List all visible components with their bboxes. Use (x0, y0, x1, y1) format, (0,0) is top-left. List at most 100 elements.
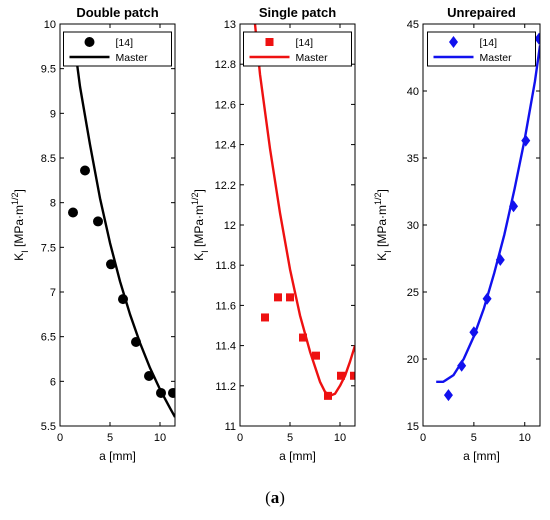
legend: [14] Master (427, 31, 536, 67)
y-tick-label: 13 (224, 19, 236, 31)
ylabel-unit: [MPa·m (192, 205, 206, 247)
x-tick-label: 10 (334, 432, 346, 444)
data-point (68, 207, 78, 218)
ylabel-sup: 1/2 (190, 192, 200, 205)
y-tick-label: 11 (225, 421, 236, 433)
legend-label: Master (296, 52, 329, 64)
legend-label: Master (116, 52, 149, 64)
chart-title: Single patch (259, 5, 336, 20)
data-point (350, 371, 355, 380)
x-tick-label: 0 (57, 432, 63, 444)
ylabel-close: ] (375, 189, 389, 192)
panel-2: Single patch 11 11.2 11.4 11.6 11.8 12 12.2 12.4… (190, 5, 356, 463)
y-axis-label: KI [MPa·m1/2] (190, 189, 210, 261)
data-point (274, 293, 282, 302)
x-tick-label: 5 (287, 432, 293, 444)
y-tick-label: 25 (407, 287, 419, 299)
y-tick-label: 35 (407, 153, 419, 165)
y-tick-label: 9 (50, 108, 56, 120)
ylabel-main: K (12, 253, 26, 261)
data-point (534, 32, 540, 45)
ylabel-sub: I (383, 250, 393, 253)
master-curve (253, 24, 355, 397)
y-tick-label: 10 (44, 19, 56, 31)
y-tick-label: 30 (407, 220, 419, 232)
y-axis-label: KI [MPa·m1/2] (373, 189, 393, 261)
data-point (168, 387, 175, 398)
y-tick-label: 7.5 (41, 242, 56, 254)
y-tick-label: 12.6 (215, 99, 236, 111)
y-tick-label: 5.5 (41, 421, 56, 433)
ylabel-unit: [MPa·m (12, 205, 26, 247)
y-tick-label: 12 (224, 220, 236, 232)
x-axis-label: a [mm] (99, 449, 136, 463)
x-tick-label: 0 (420, 432, 426, 444)
legend-label: [14] (480, 37, 498, 49)
y-tick-label: 45 (407, 19, 419, 31)
y-tick-label: 12.8 (215, 59, 236, 71)
ylabel-main: K (375, 253, 389, 261)
ylabel-main: K (192, 253, 206, 261)
legend-marker (449, 36, 458, 48)
legend: [14] Master (243, 31, 352, 67)
x-tick-label: 0 (237, 432, 243, 444)
axes-box (239, 23, 356, 427)
data-point (509, 200, 519, 213)
legend-label: [14] (116, 37, 134, 49)
legend-label: Master (480, 52, 513, 64)
y-tick-label: 6.5 (41, 332, 56, 344)
legend: [14] Master (63, 31, 172, 67)
y-tick-label: 11.6 (215, 300, 236, 312)
y-axis-label: KI [MPa·m1/2] (10, 189, 30, 261)
y-tick-label: 12.2 (215, 180, 236, 192)
data-point (324, 391, 332, 400)
series-group (436, 32, 540, 402)
ylabel-close: ] (12, 189, 26, 192)
x-tick-label: 5 (471, 432, 477, 444)
data-point (80, 165, 90, 176)
y-tick-label: 15 (407, 421, 419, 433)
y-tick-label: 40 (407, 86, 419, 98)
x-tick-label: 5 (107, 432, 113, 444)
data-point (93, 216, 103, 227)
y-tick-label: 8 (50, 198, 56, 210)
x-tick-label: 10 (519, 432, 531, 444)
data-point (337, 371, 345, 380)
data-point (299, 333, 307, 342)
series-group (253, 24, 355, 400)
legend-label: [14] (296, 37, 314, 49)
y-tick-label: 11.2 (215, 381, 236, 393)
y-tick-label: 6 (50, 376, 56, 388)
y-tick-label: 12.4 (215, 140, 236, 152)
y-tick-label: 7 (50, 287, 56, 299)
data-point (443, 389, 453, 402)
y-tick-label: 9.5 (41, 64, 56, 76)
master-curve (71, 32, 175, 418)
ylabel-sub: I (20, 250, 30, 253)
x-axis-label: a [mm] (279, 449, 316, 463)
ylabel-sup: 1/2 (10, 192, 20, 205)
y-tick-label: 11.8 (215, 260, 236, 272)
x-tick-label: 10 (154, 432, 166, 444)
master-curve (436, 45, 540, 383)
data-point (312, 351, 320, 360)
ylabel-sup: 1/2 (373, 192, 383, 205)
legend-marker (84, 37, 95, 47)
panel-3: Unrepaired 15 20 25 30 35 40 45 0 5 10 [14] Master a … (373, 5, 541, 463)
chart-title: Double patch (76, 5, 158, 20)
data-point (106, 259, 116, 270)
y-tick-label: 20 (407, 354, 419, 366)
legend-box (63, 31, 172, 67)
chart-title: Unrepaired (447, 5, 516, 20)
data-point (457, 359, 467, 372)
y-tick-label: 11.4 (215, 341, 236, 353)
y-tick-label: 8.5 (41, 153, 56, 165)
data-point (261, 313, 269, 322)
legend-marker (265, 38, 274, 46)
legend-box (427, 31, 536, 67)
ylabel-close: ] (192, 189, 206, 192)
panel-1: Double patch 5.5 6 6.5 7 7.5 8 8.5 9 9.5 10 0 5 10 [14… (10, 5, 176, 463)
series-group (68, 32, 175, 418)
axes-box (422, 23, 541, 427)
